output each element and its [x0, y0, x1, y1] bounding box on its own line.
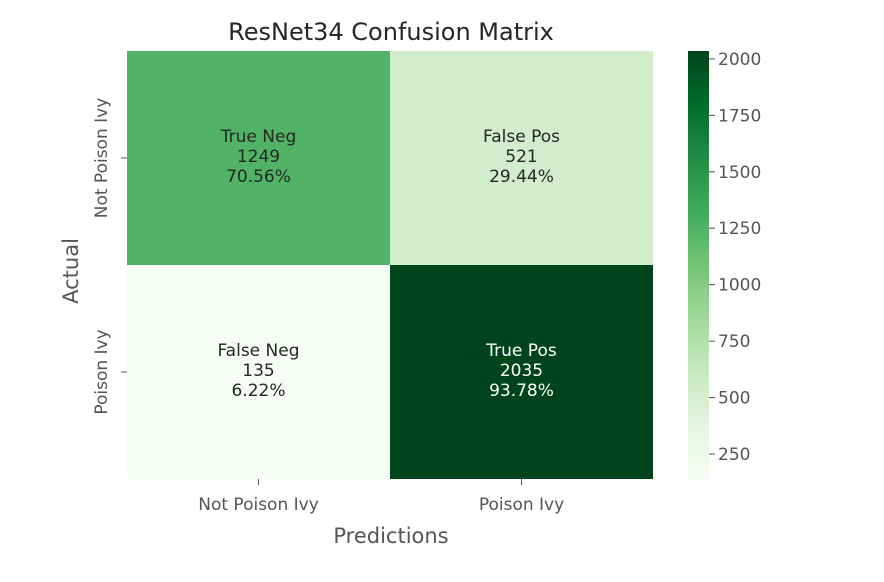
cell-value-text: 521 [505, 147, 537, 167]
x-axis-label: Predictions [333, 524, 448, 548]
y-axis-ticks: Not Poison Ivy Poison Ivy [92, 98, 127, 415]
cell-value-text: 1249 [237, 147, 280, 167]
heatmap-cell [390, 265, 653, 479]
colorbar-tick-label: 1000 [718, 276, 761, 296]
colorbar-tick-label: 750 [718, 332, 750, 352]
cell-percent-text: 6.22% [231, 381, 285, 401]
cell-label-text: False Neg [217, 341, 299, 361]
cell-label-text: True Neg [220, 127, 296, 147]
x-tick-label: Not Poison Ivy [198, 495, 319, 515]
y-tick-label: Poison Ivy [92, 329, 112, 414]
colorbar-tick-label: 1750 [718, 106, 761, 126]
heatmap-cells [127, 51, 653, 479]
colorbar-tick-label: 1500 [718, 163, 761, 183]
cell-value-text: 135 [242, 361, 274, 381]
heatmap-cell [390, 51, 653, 265]
y-axis-label: Actual [59, 238, 83, 304]
heatmap-cell [127, 51, 390, 265]
cell-percent-text: 70.56% [226, 167, 291, 187]
colorbar-tick-label: 250 [718, 445, 750, 465]
colorbar-ticks: 250 500 750 1000 1250 1500 1750 2000 [709, 50, 761, 465]
colorbar-tick-label: 2000 [718, 50, 761, 70]
cell-percent-text: 29.44% [489, 167, 554, 187]
chart-title: ResNet34 Confusion Matrix [228, 18, 554, 46]
cell-percent-text: 93.78% [489, 381, 554, 401]
colorbar [688, 51, 709, 480]
cell-label-text: False Pos [483, 127, 560, 147]
cell-value-text: 2035 [500, 361, 543, 381]
colorbar-tick-label: 500 [718, 389, 750, 409]
y-tick-label: Not Poison Ivy [92, 98, 112, 219]
x-tick-label: Poison Ivy [479, 495, 564, 515]
heatmap-cell [127, 265, 390, 479]
colorbar-tick-label: 1250 [718, 219, 761, 239]
x-axis-ticks: Not Poison Ivy Poison Ivy [198, 479, 564, 515]
cell-label-text: True Pos [485, 341, 557, 361]
